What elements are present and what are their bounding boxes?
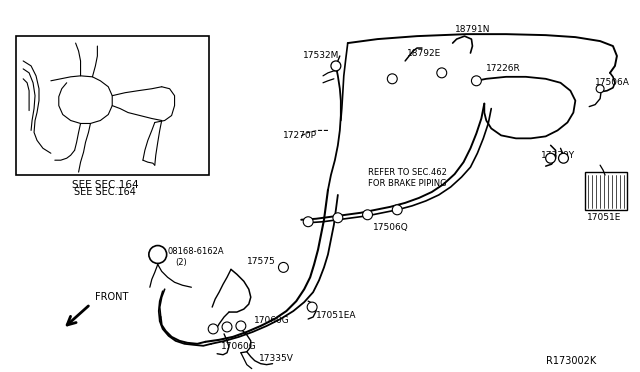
Text: 17532M: 17532M: [303, 51, 340, 61]
Circle shape: [307, 302, 317, 312]
Text: FRONT: FRONT: [95, 292, 129, 302]
Bar: [585, 172, 627, 210]
Text: 17506Q: 17506Q: [372, 223, 408, 232]
Text: 17270P: 17270P: [284, 131, 317, 140]
Text: R173002K: R173002K: [546, 356, 596, 366]
Text: 18792E: 18792E: [407, 48, 442, 58]
Circle shape: [546, 153, 556, 163]
Circle shape: [208, 324, 218, 334]
Text: 17339Y: 17339Y: [541, 151, 575, 160]
Circle shape: [596, 85, 604, 93]
Circle shape: [303, 217, 313, 227]
Text: REFER TO SEC.462: REFER TO SEC.462: [367, 168, 447, 177]
Text: FOR BRAKE PIPING: FOR BRAKE PIPING: [367, 179, 446, 187]
Circle shape: [333, 213, 343, 223]
Circle shape: [437, 68, 447, 78]
Text: 17226R: 17226R: [486, 64, 521, 73]
Text: B: B: [155, 250, 161, 259]
Text: 17335V: 17335V: [259, 354, 294, 363]
Text: 17060G: 17060G: [221, 342, 257, 351]
Text: 18791N: 18791N: [454, 25, 490, 34]
Circle shape: [149, 246, 166, 263]
Circle shape: [236, 321, 246, 331]
Text: 17060G: 17060G: [253, 317, 289, 326]
Circle shape: [222, 322, 232, 332]
Circle shape: [559, 153, 568, 163]
Text: (2): (2): [175, 258, 188, 267]
Circle shape: [392, 205, 402, 215]
Text: SEE SEC.164: SEE SEC.164: [74, 187, 136, 197]
Text: 08168-6162A: 08168-6162A: [168, 247, 224, 256]
Circle shape: [363, 210, 372, 220]
Text: 17051EA: 17051EA: [316, 311, 356, 320]
Circle shape: [472, 76, 481, 86]
Circle shape: [387, 74, 397, 84]
Circle shape: [331, 61, 341, 71]
Text: SEE SEC.164: SEE SEC.164: [72, 180, 139, 190]
Circle shape: [278, 262, 289, 272]
Text: 17575: 17575: [247, 257, 276, 266]
Text: 17506A: 17506A: [595, 78, 630, 87]
Bar: [16, 36, 209, 175]
Text: 17051E: 17051E: [588, 213, 621, 222]
